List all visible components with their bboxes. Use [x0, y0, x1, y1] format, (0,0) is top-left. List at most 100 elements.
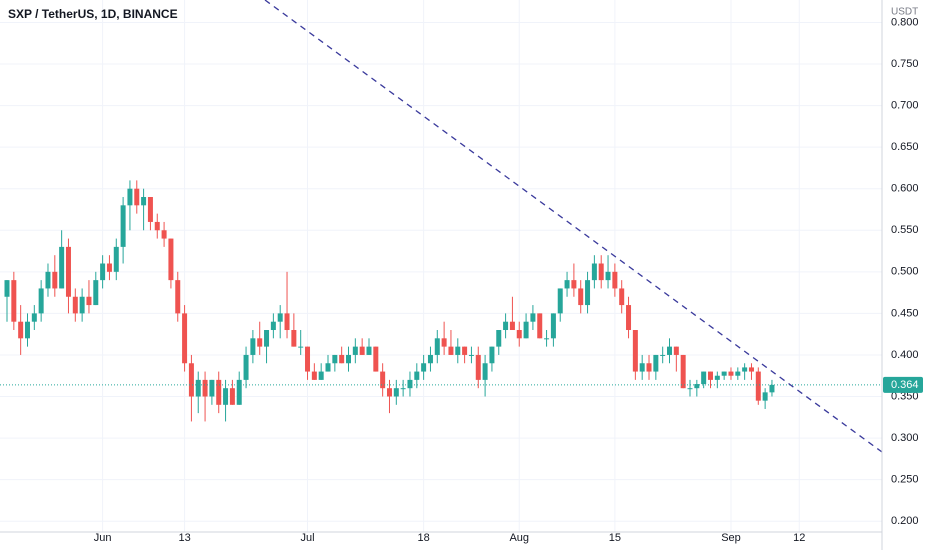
- candle-body: [544, 338, 550, 340]
- candle-body: [728, 371, 734, 376]
- candle-body: [352, 346, 358, 355]
- candle-body: [714, 375, 720, 380]
- candle-body: [182, 313, 188, 364]
- candle-body: [748, 367, 754, 372]
- candle-body: [325, 363, 331, 372]
- candle-body: [468, 354, 474, 356]
- candle-body: [380, 371, 386, 389]
- y-tick-label: 0.350: [891, 390, 919, 402]
- candle-body: [400, 388, 406, 390]
- y-tick-label: 0.450: [891, 307, 919, 319]
- candle-body: [707, 371, 713, 380]
- candle-body: [113, 246, 119, 272]
- candle-body: [175, 280, 181, 314]
- candle-body: [120, 205, 126, 247]
- candle-body: [721, 371, 727, 376]
- candle-body: [455, 346, 461, 355]
- y-tick-label: 0.550: [891, 224, 919, 236]
- candle-body: [591, 263, 597, 281]
- candle-body: [585, 280, 591, 306]
- y-tick-label: 0.400: [891, 349, 919, 361]
- candle-body: [134, 188, 140, 206]
- candle-body: [393, 388, 399, 397]
- candle-body: [277, 313, 283, 322]
- candle-body: [427, 354, 433, 364]
- candle-body: [735, 371, 741, 376]
- candle-body: [605, 271, 611, 281]
- x-tick-label: 15: [609, 532, 621, 544]
- candle-body: [680, 354, 686, 389]
- candle-body: [632, 330, 638, 372]
- candle-body: [762, 392, 768, 401]
- candle-body: [434, 338, 440, 355]
- candle-body: [639, 363, 645, 372]
- candle-body: [79, 296, 85, 314]
- y-tick-label: 0.700: [891, 99, 919, 111]
- candle-body: [202, 379, 208, 397]
- x-tick-label: Jun: [94, 532, 112, 544]
- candle-body: [298, 346, 304, 348]
- candle-body: [161, 230, 167, 239]
- candle-body: [530, 313, 536, 322]
- candle-body: [564, 280, 570, 289]
- y-tick-label: 0.800: [891, 16, 919, 28]
- candle-body: [448, 346, 454, 355]
- candle-body: [653, 354, 659, 372]
- x-tick-label: Jul: [300, 532, 314, 544]
- candle-body: [346, 354, 351, 364]
- candle-body: [742, 367, 748, 372]
- candle-body: [407, 379, 413, 389]
- candle-body: [31, 313, 37, 322]
- candle-body: [24, 321, 30, 339]
- candles: [0, 180, 882, 422]
- candle-body: [106, 263, 112, 272]
- candle-body: [59, 246, 65, 289]
- y-unit: USDT: [891, 7, 918, 18]
- candle-body: [311, 371, 317, 380]
- candle-body: [168, 238, 174, 281]
- candle-body: [284, 313, 290, 331]
- candle-body: [503, 321, 509, 331]
- candle-body: [127, 188, 133, 206]
- candle-body: [216, 379, 222, 405]
- last-price-box: [883, 376, 923, 393]
- candle-body: [318, 371, 324, 380]
- candle-body: [550, 313, 556, 339]
- candle-body: [421, 363, 427, 372]
- x-tick-label: 18: [418, 532, 430, 544]
- candle-body: [359, 346, 365, 355]
- candle-body: [489, 346, 495, 364]
- candle-body: [557, 288, 563, 314]
- candle-body: [769, 384, 775, 393]
- candle-body: [93, 280, 99, 306]
- candle-body: [523, 321, 529, 339]
- candle-body: [236, 379, 242, 405]
- candle-body: [147, 197, 153, 222]
- candle-body: [229, 388, 235, 405]
- candle-body: [386, 388, 392, 397]
- candle-body: [257, 338, 263, 347]
- candle-body: [366, 346, 372, 355]
- candle-body: [619, 288, 625, 306]
- candle-body: [291, 330, 297, 347]
- candle-body: [264, 330, 270, 347]
- y-tick-label: 0.500: [891, 266, 919, 278]
- candle-body: [52, 271, 58, 289]
- candle-body: [65, 246, 71, 297]
- candle-body: [100, 263, 106, 281]
- candle-body: [578, 288, 584, 306]
- candle-body: [660, 354, 666, 356]
- candle-body: [462, 346, 468, 355]
- candle-body: [86, 296, 92, 306]
- y-tick-label: 0.600: [891, 183, 919, 195]
- candle-body: [141, 197, 147, 206]
- candle-body: [188, 363, 194, 397]
- candle-body: [701, 371, 707, 385]
- candle-body: [755, 371, 761, 401]
- candle-body: [537, 313, 543, 339]
- candle-body: [11, 280, 17, 322]
- y-tick-label: 0.300: [891, 432, 919, 444]
- candle-body: [154, 221, 160, 231]
